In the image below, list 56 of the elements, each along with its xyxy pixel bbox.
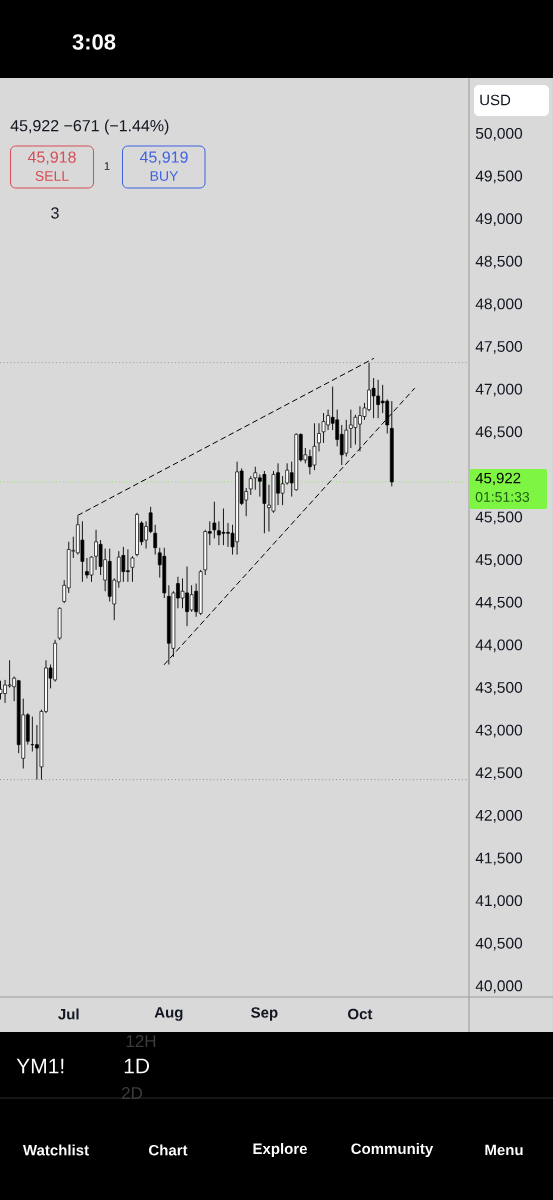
- x-tick-label: Aug: [154, 1007, 183, 1021]
- candlestick: [212, 501, 217, 539]
- text: 45,922 −671 (−1.44%): [10, 119, 169, 135]
- text: YM1!: [16, 1058, 64, 1074]
- annotation: 3: [51, 207, 59, 219]
- text: USD: [480, 94, 511, 106]
- x-tick-label: Jul: [58, 1008, 79, 1020]
- y-tick-label: 43,500: [475, 682, 523, 695]
- text: Menu: [485, 1144, 523, 1156]
- text: Community: [351, 1143, 434, 1157]
- text: 1D: [124, 1058, 150, 1074]
- y-tick-label: 41,000: [475, 895, 523, 908]
- y-tick-label: 41,500: [475, 852, 523, 866]
- candlestick: [80, 520, 85, 583]
- candlestick: [0, 680, 3, 700]
- y-tick-label: 49,500: [475, 170, 523, 184]
- y-tick-label: 45,500: [475, 511, 523, 525]
- text: 01:51:33: [475, 491, 530, 502]
- y-tick-label: 45,000: [475, 554, 523, 567]
- y-tick-label: 47,500: [475, 341, 523, 354]
- candlestick: [221, 508, 226, 546]
- candlestick: [248, 475, 253, 496]
- candlestick: [121, 546, 126, 583]
- text: Chart: [149, 1144, 188, 1156]
- y-tick-label: 42,000: [475, 809, 523, 823]
- ref-line-label: 45,922: [475, 472, 521, 486]
- x-tick-label: Sep: [251, 1007, 278, 1021]
- annotation: SELL: [35, 171, 69, 181]
- text: 12H: [126, 1035, 156, 1047]
- y-tick-label: 40,500: [475, 937, 523, 951]
- annotation: BUY: [150, 171, 179, 181]
- candlestick: [344, 419, 349, 457]
- text: 3:08: [72, 34, 116, 50]
- candlestick: [153, 524, 158, 556]
- text: Explore: [253, 1143, 307, 1157]
- candlestick: [312, 422, 317, 471]
- annotation: 45,919: [139, 151, 188, 165]
- candlestick: [385, 398, 390, 434]
- y-tick-label: 47,000: [475, 383, 523, 397]
- y-tick-label: 43,000: [475, 724, 523, 738]
- candlestick: [253, 466, 258, 491]
- text: Watchlist: [22, 1144, 89, 1156]
- y-tick-label: 42,500: [475, 767, 523, 781]
- text: 2D: [122, 1087, 143, 1099]
- y-tick-label: 40,000: [475, 980, 523, 994]
- y-tick-label: 48,500: [475, 255, 523, 269]
- y-tick-label: 50,000: [475, 127, 523, 141]
- y-tick-label: 44,000: [475, 639, 523, 653]
- candlestick: [189, 584, 194, 613]
- y-tick-label: 46,500: [475, 426, 523, 440]
- x-tick-label: Oct: [348, 1008, 373, 1020]
- y-tick-label: 49,000: [475, 213, 523, 226]
- y-tick-label: 44,500: [475, 596, 523, 610]
- annotation: 1: [104, 162, 110, 170]
- y-tick-label: 48,000: [475, 298, 523, 312]
- annotation: 45,918: [27, 151, 76, 165]
